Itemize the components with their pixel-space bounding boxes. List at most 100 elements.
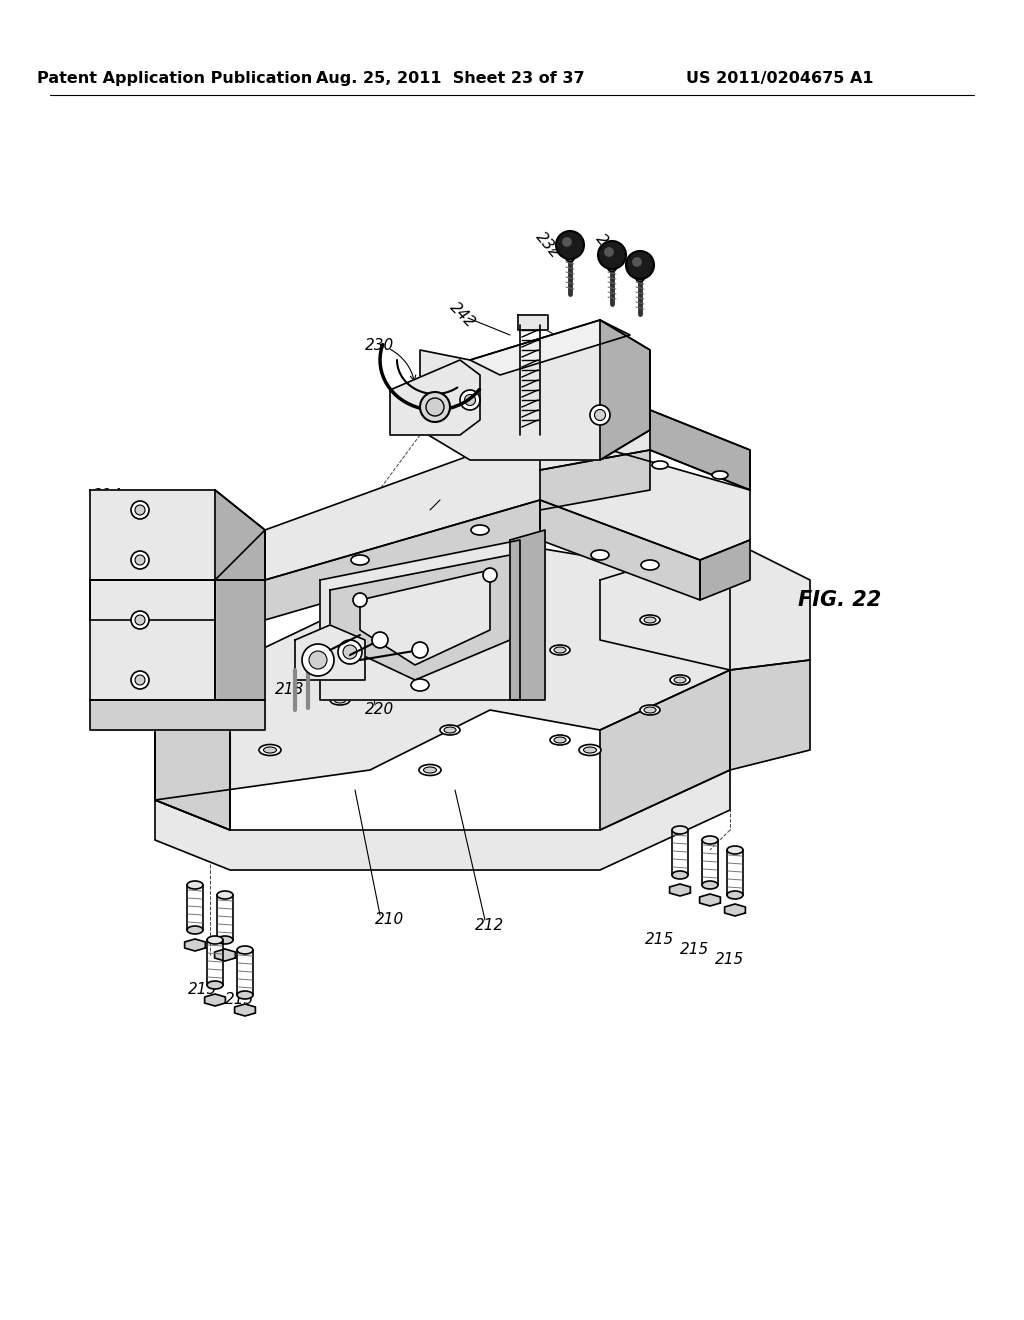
Polygon shape (215, 531, 265, 700)
Ellipse shape (351, 554, 369, 565)
Ellipse shape (702, 836, 718, 843)
Polygon shape (205, 994, 225, 1006)
Text: Aug. 25, 2011  Sheet 23 of 37: Aug. 25, 2011 Sheet 23 of 37 (315, 70, 585, 86)
Ellipse shape (460, 389, 480, 411)
Text: 246: 246 (586, 343, 610, 376)
Polygon shape (90, 579, 215, 620)
Ellipse shape (550, 645, 570, 655)
Ellipse shape (640, 705, 660, 715)
Ellipse shape (207, 936, 223, 944)
Ellipse shape (641, 560, 659, 570)
Text: 232: 232 (532, 228, 563, 261)
Polygon shape (155, 540, 730, 800)
Ellipse shape (672, 871, 688, 879)
Text: 210: 210 (376, 912, 404, 928)
Ellipse shape (640, 615, 660, 624)
Text: 218: 218 (275, 682, 304, 697)
Circle shape (626, 251, 654, 279)
Text: 215: 215 (188, 982, 218, 998)
Polygon shape (265, 500, 540, 620)
Ellipse shape (135, 554, 145, 565)
Ellipse shape (636, 276, 644, 281)
Ellipse shape (135, 615, 145, 624)
Ellipse shape (672, 826, 688, 834)
Ellipse shape (131, 550, 150, 569)
Polygon shape (510, 531, 545, 700)
Text: 230: 230 (366, 338, 394, 352)
Ellipse shape (471, 525, 489, 535)
Polygon shape (265, 430, 750, 579)
Polygon shape (390, 360, 480, 436)
Polygon shape (90, 579, 215, 700)
Ellipse shape (550, 735, 570, 744)
Ellipse shape (444, 638, 456, 643)
Ellipse shape (670, 675, 690, 685)
Ellipse shape (608, 267, 616, 272)
Text: FIG. 22: FIG. 22 (799, 590, 882, 610)
Ellipse shape (135, 675, 145, 685)
Ellipse shape (702, 880, 718, 888)
Polygon shape (360, 570, 490, 665)
Ellipse shape (131, 502, 150, 519)
Circle shape (604, 247, 614, 257)
Circle shape (338, 640, 362, 664)
Ellipse shape (566, 256, 574, 261)
Polygon shape (330, 554, 510, 680)
Polygon shape (600, 671, 730, 830)
Text: 215: 215 (680, 942, 710, 957)
Text: Patent Application Publication: Patent Application Publication (37, 70, 312, 86)
Polygon shape (670, 884, 690, 896)
Ellipse shape (727, 846, 743, 854)
Polygon shape (600, 319, 650, 459)
Circle shape (598, 242, 626, 269)
Polygon shape (184, 939, 206, 950)
Ellipse shape (135, 506, 145, 515)
Ellipse shape (420, 392, 450, 422)
Polygon shape (295, 624, 365, 680)
Circle shape (343, 645, 357, 659)
Ellipse shape (590, 405, 610, 425)
Ellipse shape (465, 395, 475, 405)
Ellipse shape (237, 991, 253, 999)
Text: 215: 215 (645, 932, 675, 948)
Polygon shape (699, 894, 721, 906)
Text: 244: 244 (606, 434, 630, 466)
Polygon shape (600, 540, 810, 671)
Ellipse shape (426, 399, 444, 416)
Ellipse shape (263, 747, 276, 752)
Text: 236: 236 (429, 484, 461, 506)
Ellipse shape (712, 471, 728, 479)
Ellipse shape (644, 616, 656, 623)
Text: US 2011/0204675 A1: US 2011/0204675 A1 (686, 70, 873, 86)
Ellipse shape (595, 409, 605, 421)
Polygon shape (90, 490, 265, 579)
Text: 212: 212 (475, 917, 505, 932)
Ellipse shape (259, 744, 281, 755)
Ellipse shape (131, 611, 150, 630)
Ellipse shape (674, 677, 686, 682)
Circle shape (562, 238, 571, 247)
Text: 215: 215 (716, 953, 744, 968)
Ellipse shape (419, 764, 441, 776)
Ellipse shape (591, 550, 609, 560)
Ellipse shape (483, 568, 497, 582)
Ellipse shape (217, 891, 233, 899)
Text: 216: 216 (515, 652, 545, 668)
Polygon shape (650, 411, 750, 490)
Polygon shape (725, 904, 745, 916)
Ellipse shape (411, 678, 429, 690)
Ellipse shape (237, 946, 253, 954)
Polygon shape (155, 770, 730, 870)
Polygon shape (155, 700, 230, 830)
Polygon shape (540, 450, 650, 510)
Ellipse shape (207, 981, 223, 989)
Ellipse shape (217, 936, 233, 944)
Text: 232: 232 (593, 231, 624, 263)
Circle shape (309, 651, 327, 669)
Ellipse shape (554, 647, 566, 653)
Ellipse shape (440, 635, 460, 645)
Ellipse shape (334, 697, 346, 704)
Ellipse shape (582, 446, 598, 454)
Circle shape (556, 231, 584, 259)
Ellipse shape (424, 767, 436, 774)
